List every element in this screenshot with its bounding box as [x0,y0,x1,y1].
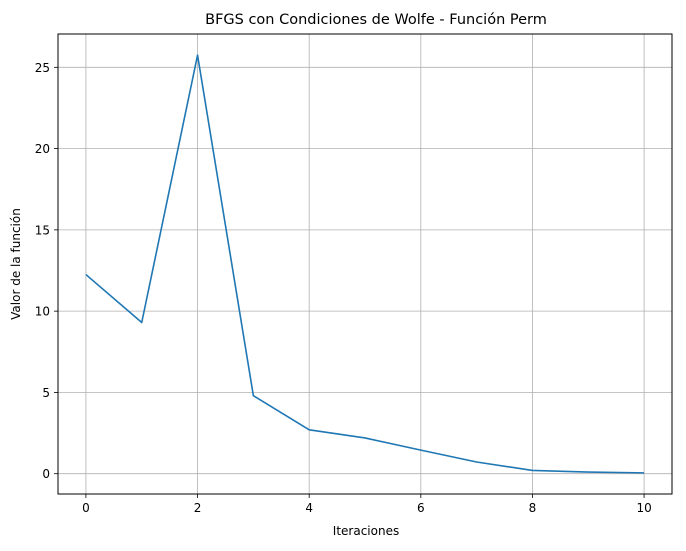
y-tick-label: 15 [35,223,50,237]
x-tick-label: 8 [529,501,537,515]
x-tick-label: 2 [194,501,202,515]
y-tick-label: 10 [35,305,50,319]
x-tick-label: 0 [82,501,90,515]
y-tick-label: 20 [35,142,50,156]
chart-title: BFGS con Condiciones de Wolfe - Función … [205,12,547,28]
x-tick-label: 10 [636,501,651,515]
y-axis-label: Valor de la función [9,208,23,320]
y-tick-label: 0 [42,467,50,481]
y-tick-label: 5 [42,386,50,400]
x-axis-label: Iteraciones [333,524,399,538]
x-tick-label: 4 [305,501,313,515]
y-tick-label: 25 [35,61,50,75]
x-tick-label: 6 [417,501,425,515]
